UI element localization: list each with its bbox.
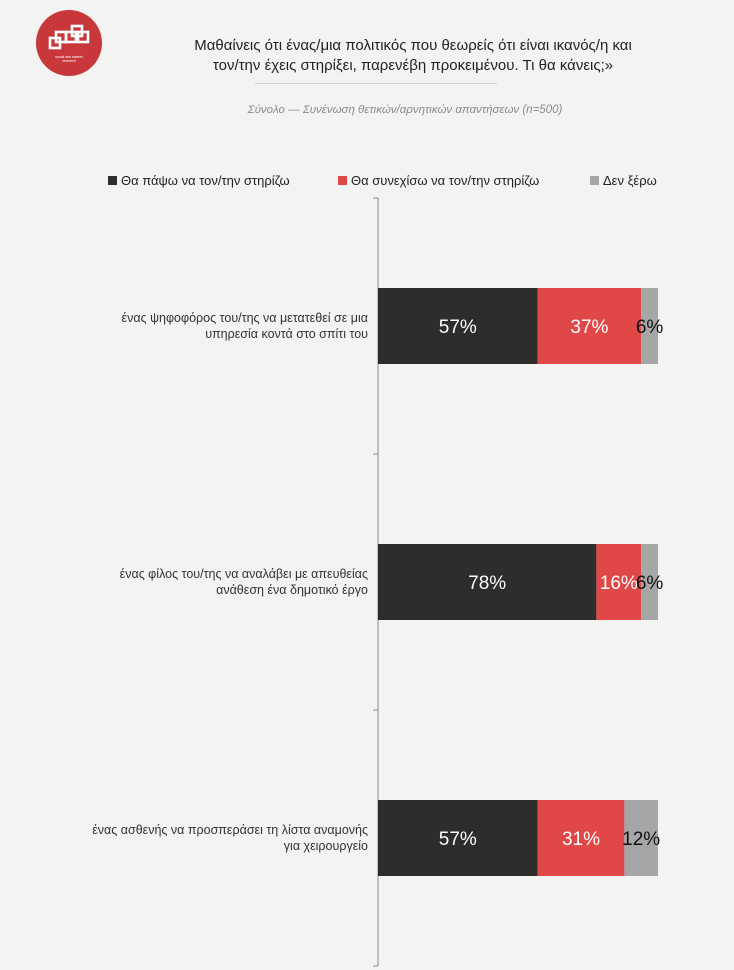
title-divider	[255, 83, 497, 84]
legend-item-dont-know: Δεν ξέρω	[590, 172, 657, 190]
logo-text-line1: social and market	[55, 55, 83, 59]
category-label: ένας ψηφοφόρος του/της να μετατεθεί σε μ…	[122, 311, 368, 325]
data-label: 31%	[562, 829, 600, 850]
data-label: 6%	[636, 573, 664, 594]
category-label: για χειρουργείο	[284, 839, 368, 853]
bar-segment	[641, 544, 658, 620]
logo: social and market research	[36, 10, 102, 76]
legend-swatch-stop-support	[108, 176, 117, 186]
chart-title-line2: τον/την έχεις στηρίξει, παρενέβη προκειμ…	[212, 57, 614, 74]
logo-mark-icon	[48, 24, 90, 50]
bar-segment	[378, 288, 538, 364]
bar-segment	[596, 544, 642, 620]
bar-segment	[641, 288, 658, 364]
data-label: 57%	[439, 317, 477, 338]
category-label: ένας ασθενής να προσπεράσει τη λίστα ανα…	[92, 823, 368, 837]
legend-item-stop-support: Θα πάψω να τον/την στηρίζω	[108, 172, 290, 190]
legend-label-continue-support: Θα συνεχίσω να τον/την στηρίζω	[351, 173, 540, 188]
chart-title-line1: Μαθαίνεις ότι ένας/μια πολιτικός που θεω…	[194, 37, 632, 54]
bar-segment	[378, 800, 538, 876]
data-label: 57%	[439, 829, 477, 850]
category-label: υπηρεσία κοντά στο σπίτι του	[205, 327, 368, 341]
legend-label-stop-support: Θα πάψω να τον/την στηρίζω	[121, 173, 290, 188]
data-label: 12%	[622, 829, 660, 850]
legend-label-dont-know: Δεν ξέρω	[603, 173, 657, 188]
bar-segment	[537, 800, 625, 876]
legend-swatch-continue-support	[338, 176, 347, 186]
chart-subtitle: Σύνολο — Συνένωση θετικών/αρνητικών απαν…	[247, 104, 563, 116]
bar-segment	[624, 800, 658, 876]
legend-swatch-dont-know	[590, 176, 599, 186]
bar-segment	[378, 544, 597, 620]
data-label: 6%	[636, 317, 664, 338]
bar-segment	[537, 288, 642, 364]
data-label: 78%	[468, 573, 506, 594]
chart-legend: Θα πάψω να τον/την στηρίζω Θα συνεχίσω ν…	[108, 172, 688, 192]
category-label: ανάθεση ένα δημοτικό έργο	[216, 583, 368, 597]
chart-title: Μαθαίνεις ότι ένας/μια πολιτικός που θεω…	[140, 36, 686, 76]
category-label: ένας φίλος του/της να αναλάβει με απευθε…	[120, 567, 368, 581]
legend-item-continue-support: Θα συνεχίσω να τον/την στηρίζω	[338, 172, 539, 190]
data-label: 37%	[570, 317, 608, 338]
logo-text-line2: research	[62, 59, 76, 63]
data-label: 16%	[600, 573, 638, 594]
